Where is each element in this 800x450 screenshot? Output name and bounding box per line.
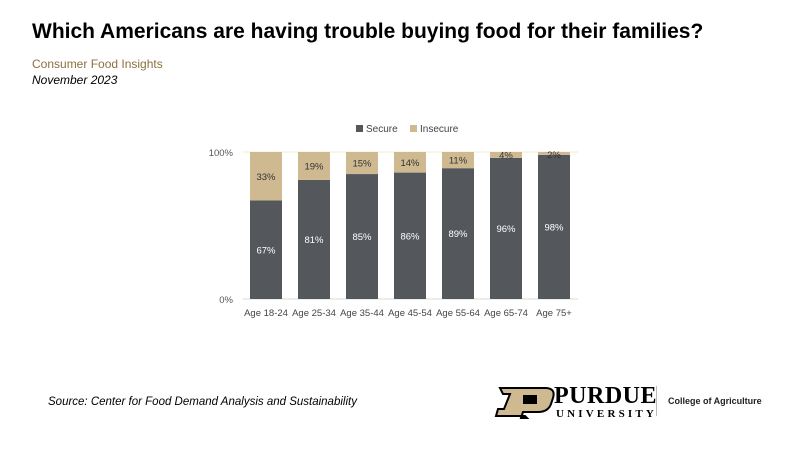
legend-label: Secure	[366, 124, 398, 135]
data-label: 85%	[352, 232, 372, 243]
bar-insecure	[298, 152, 330, 180]
bar-secure	[250, 200, 282, 299]
legend-swatch-insecure	[410, 125, 417, 132]
x-tick-label: Age 45-54	[388, 308, 432, 319]
x-tick-label: Age 65-74	[484, 308, 528, 319]
data-label: 86%	[400, 231, 420, 242]
bar-insecure	[250, 152, 282, 201]
bar-secure	[490, 157, 522, 299]
x-tick-label: Age 18-24	[244, 308, 288, 319]
bar-insecure	[346, 152, 378, 175]
data-label: 11%	[449, 156, 468, 167]
data-label: 14%	[400, 158, 420, 169]
bar-secure	[298, 179, 330, 299]
data-label: 2%	[547, 150, 561, 161]
y-tick-label: 100%	[209, 148, 234, 159]
data-label: 4%	[499, 150, 513, 161]
data-label: 81%	[304, 235, 324, 246]
x-tick-label: Age 75+	[536, 308, 572, 319]
source-note: Source: Center for Food Demand Analysis …	[48, 396, 357, 408]
date: November 2023	[32, 73, 118, 87]
data-label: 19%	[304, 161, 324, 172]
bar-secure	[394, 172, 426, 299]
x-tick-label: Age 35-44	[340, 308, 384, 319]
data-label: 96%	[496, 224, 516, 235]
logo-divider	[656, 386, 657, 416]
college-name: College of Agriculture	[668, 396, 762, 406]
bar-insecure	[442, 152, 474, 169]
bar-secure	[346, 174, 378, 299]
stacked-bar-chart: 100% 0% Secure Insecure 67% 33% Age 18-24 81% 19…	[209, 124, 578, 319]
legend-label: Insecure	[420, 124, 459, 135]
bar-secure	[442, 168, 474, 299]
x-tick-label: Age 55-64	[436, 308, 480, 319]
data-label: 98%	[544, 222, 564, 233]
page-title: Which Americans are having trouble buyin…	[32, 20, 704, 43]
x-tick-label: Age 25-34	[292, 308, 336, 319]
data-label: 89%	[448, 229, 468, 240]
data-label: 15%	[352, 159, 372, 170]
purdue-wordmark: PURDUE	[554, 383, 657, 409]
legend-swatch-secure	[356, 125, 363, 132]
bar-insecure	[394, 152, 426, 173]
data-label: 33%	[256, 172, 276, 183]
y-tick-label: 0%	[219, 295, 233, 306]
data-label: 67%	[256, 245, 276, 256]
subtitle: Consumer Food Insights	[32, 57, 163, 71]
university-wordmark: UNIVERSITY	[556, 408, 658, 420]
bar-insecure	[538, 152, 570, 155]
bar-insecure	[490, 152, 522, 158]
bar-secure	[538, 154, 570, 299]
